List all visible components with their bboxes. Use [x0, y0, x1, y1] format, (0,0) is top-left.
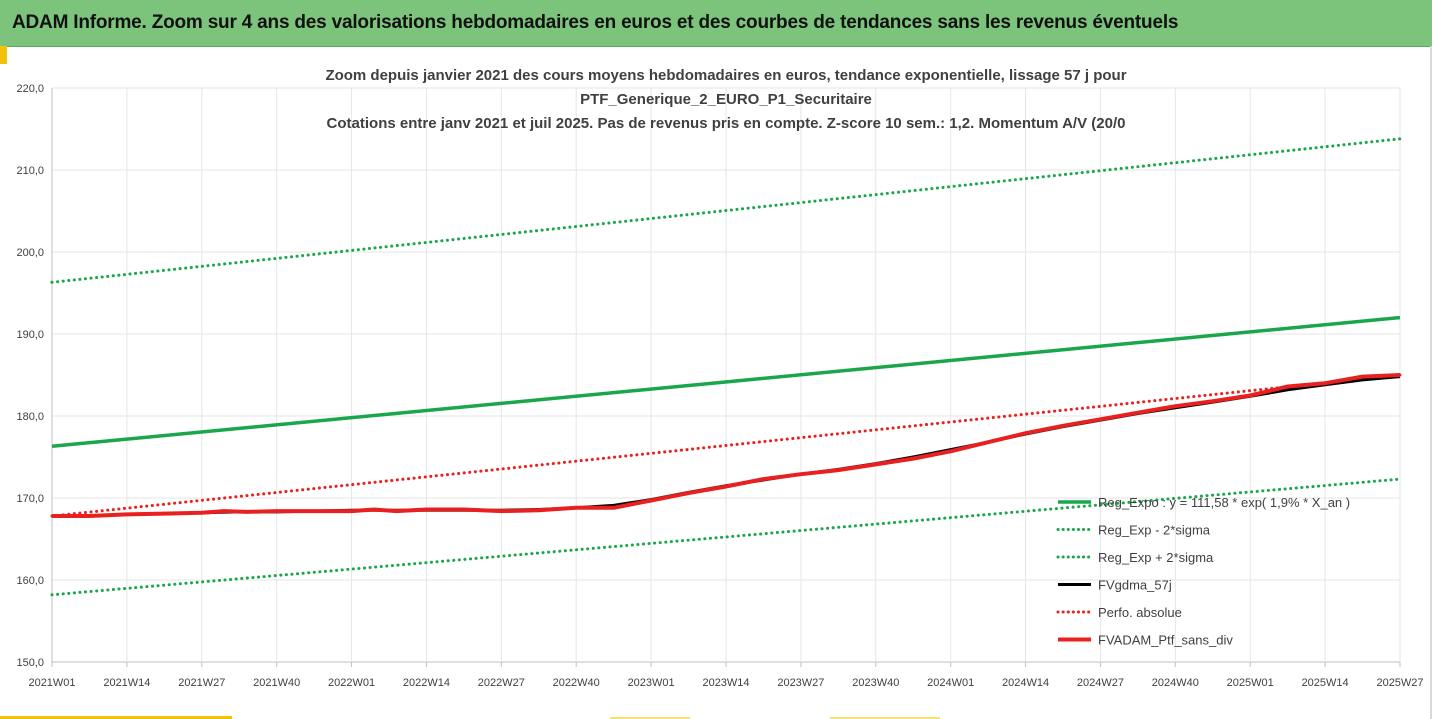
x-tick-label: 2025W01: [1227, 677, 1274, 689]
y-tick-label: 150,0: [16, 657, 44, 669]
x-tick-label: 2022W01: [328, 677, 375, 689]
chart-title: Zoom depuis janvier 2021 des cours moyen…: [325, 67, 1126, 132]
chart-title-line-2: PTF_Generique_2_EURO_P1_Securitaire: [580, 91, 872, 108]
series-line-6: [52, 373, 1401, 518]
x-tick-label: 2025W27: [1376, 677, 1423, 689]
series-line-1: [51, 315, 1401, 449]
chart-title-line-3: Cotations entre janv 2021 et juil 2025. …: [327, 115, 1126, 132]
y-tick-label: 160,0: [16, 575, 44, 587]
y-axis: 150,0 160,0 170,0 180,0 190,0 200,0 210,0 220,0: [16, 83, 44, 669]
x-tick-label: 2021W14: [103, 677, 150, 689]
legend-label-6: FVADAM_Ptf_sans_div: [1098, 633, 1233, 648]
x-tick-label: 2023W14: [702, 677, 749, 689]
x-tick-label: 2022W27: [478, 677, 525, 689]
y-tick-label: 220,0: [16, 83, 44, 95]
y-tick-label: 170,0: [16, 493, 44, 505]
x-tick-label: 2024W01: [927, 677, 974, 689]
accent-bar-bottom-secondary: [610, 717, 690, 719]
legend-label-5: Perfo. absolue: [1098, 605, 1182, 620]
legend-label-3: Reg_Exp + 2*sigma: [1098, 550, 1214, 565]
accent-bar-bottom: [0, 716, 232, 719]
x-tick-label: 2021W27: [178, 677, 225, 689]
x-tick-label: 2024W27: [1077, 677, 1124, 689]
x-tick-label: 2022W14: [403, 677, 450, 689]
x-tick-label: 2023W40: [852, 677, 899, 689]
x-tick-label: 2023W27: [777, 677, 824, 689]
report-title: ADAM Informe. Zoom sur 4 ans des valoris…: [12, 12, 1179, 33]
legend: Reg_Expo : y = 111,58 * exp( 1,9% * X_an…: [1056, 495, 1350, 648]
x-tick-label: 2024W40: [1152, 677, 1199, 689]
series-line-5: [50, 373, 1402, 518]
accent-bar-left: [0, 46, 7, 64]
legend-label-4: FVgdma_57j: [1098, 578, 1172, 593]
frame-border-right: [1430, 46, 1432, 719]
series-line-2: [50, 477, 1402, 597]
legend-label-2: Reg_Exp - 2*sigma: [1098, 523, 1211, 538]
x-tick-label: 2025W14: [1302, 677, 1349, 689]
legend-label-1: Reg_Expo : y = 111,58 * exp( 1,9% * X_an…: [1098, 495, 1350, 510]
x-tick-label: 2022W40: [553, 677, 600, 689]
series-lines: [50, 137, 1402, 597]
x-tick-label: 2021W40: [253, 677, 300, 689]
accent-bar-bottom-tertiary: [830, 717, 940, 719]
y-tick-label: 210,0: [16, 165, 44, 177]
y-tick-label: 200,0: [16, 247, 44, 259]
y-tick-label: 180,0: [16, 411, 44, 423]
chart-title-line-1: Zoom depuis janvier 2021 des cours moyen…: [325, 67, 1126, 84]
series-line-3: [50, 137, 1402, 284]
grid: [51, 87, 1401, 667]
x-tick-label: 2021W01: [28, 677, 75, 689]
y-tick-label: 190,0: [16, 329, 44, 341]
x-tick-label: 2024W14: [1002, 677, 1049, 689]
report-header: ADAM Informe. Zoom sur 4 ans des valoris…: [0, 0, 1432, 47]
x-tick-label: 2023W01: [628, 677, 675, 689]
x-axis: 2021W01 2021W14 2021W27 2021W40 2022W01 2022W…: [28, 677, 1423, 689]
